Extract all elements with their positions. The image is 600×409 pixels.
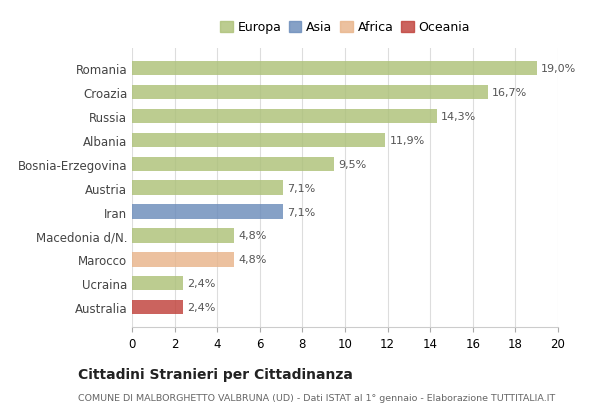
Text: 16,7%: 16,7% <box>492 88 527 98</box>
Text: COMUNE DI MALBORGHETTO VALBRUNA (UD) - Dati ISTAT al 1° gennaio - Elaborazione T: COMUNE DI MALBORGHETTO VALBRUNA (UD) - D… <box>78 393 555 402</box>
Bar <box>132 229 234 243</box>
Text: 2,4%: 2,4% <box>187 279 216 288</box>
Text: 4,8%: 4,8% <box>239 231 267 241</box>
Bar <box>132 157 334 171</box>
Text: 14,3%: 14,3% <box>441 112 476 121</box>
Text: 7,1%: 7,1% <box>287 207 316 217</box>
Text: 19,0%: 19,0% <box>541 64 576 74</box>
Bar <box>132 110 437 124</box>
Legend: Europa, Asia, Africa, Oceania: Europa, Asia, Africa, Oceania <box>215 16 475 39</box>
Bar <box>132 252 234 267</box>
Bar <box>132 133 385 148</box>
Bar <box>132 181 283 195</box>
Bar <box>132 300 183 315</box>
Bar <box>132 85 488 100</box>
Text: 7,1%: 7,1% <box>287 183 316 193</box>
Bar <box>132 205 283 219</box>
Text: 11,9%: 11,9% <box>390 135 425 146</box>
Text: 4,8%: 4,8% <box>239 255 267 265</box>
Bar <box>132 62 537 76</box>
Text: 9,5%: 9,5% <box>338 159 367 169</box>
Text: Cittadini Stranieri per Cittadinanza: Cittadini Stranieri per Cittadinanza <box>78 367 353 381</box>
Bar <box>132 276 183 291</box>
Text: 2,4%: 2,4% <box>187 302 216 312</box>
